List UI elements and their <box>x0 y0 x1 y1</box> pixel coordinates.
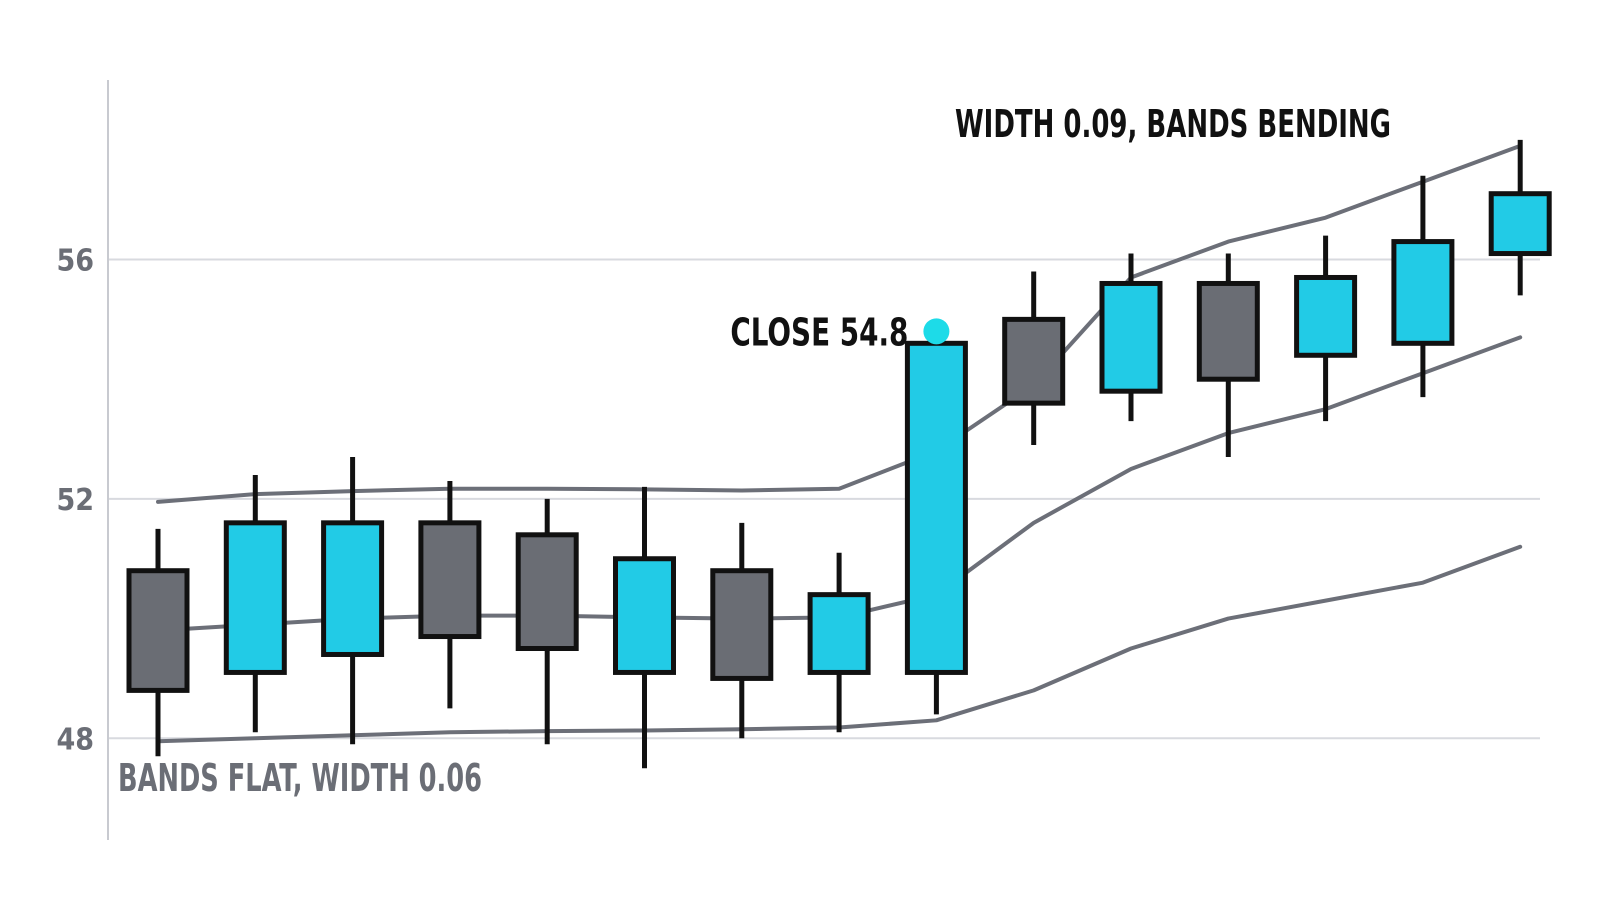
candle-body-up <box>1391 239 1455 346</box>
candle <box>126 528 190 757</box>
candle <box>1002 271 1066 446</box>
candle-body-up <box>223 520 287 675</box>
candle <box>1391 175 1455 398</box>
candle <box>223 474 287 733</box>
candle <box>418 480 482 709</box>
annotation-close-label: CLOSE 54.8 <box>730 310 908 354</box>
candle-body-up <box>321 520 385 657</box>
grid-layer <box>108 258 1540 740</box>
candle-body-up <box>1488 191 1552 257</box>
annotations: WIDTH 0.09, BANDS BENDING CLOSE 54.8 BAN… <box>118 102 1391 800</box>
candles <box>126 139 1552 769</box>
annotation-width-bending: WIDTH 0.09, BANDS BENDING <box>955 102 1391 146</box>
candle <box>1294 235 1358 422</box>
candle <box>1196 253 1260 458</box>
candle-body-down <box>418 520 482 640</box>
candle <box>321 457 385 745</box>
candle-body-down <box>710 568 774 681</box>
close-marker-dot <box>923 318 950 345</box>
y-tick-labels: 48 52 56 <box>56 244 94 758</box>
candle <box>515 498 579 745</box>
candle <box>710 522 774 739</box>
candle-body-down <box>1196 280 1260 382</box>
annotation-bands-flat: BANDS FLAT, WIDTH 0.06 <box>118 756 482 800</box>
candle <box>807 552 871 733</box>
candle <box>1099 253 1163 422</box>
candle-body-down <box>126 568 190 693</box>
candle-body-up <box>613 556 676 675</box>
candle-body-up <box>904 340 968 675</box>
candle-body-up <box>807 592 871 675</box>
y-tick-label-56: 56 <box>56 244 94 279</box>
candle-body-up <box>1099 280 1163 394</box>
candle-body-up <box>1294 274 1358 358</box>
candle <box>1488 139 1552 296</box>
candle-body-down <box>1002 316 1066 406</box>
candle-body-down <box>515 532 579 652</box>
candle <box>613 486 676 769</box>
candle <box>904 325 968 715</box>
y-tick-label-48: 48 <box>56 722 94 757</box>
band-upper-line <box>156 143 1523 504</box>
y-tick-label-52: 52 <box>56 483 94 518</box>
